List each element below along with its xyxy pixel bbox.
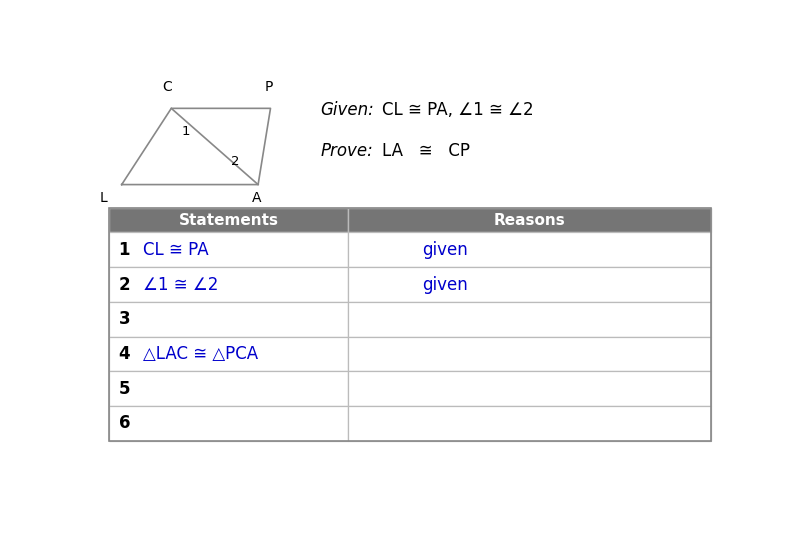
Text: A: A [251, 191, 261, 205]
Text: Statements: Statements [178, 213, 278, 228]
Text: 1: 1 [182, 125, 190, 138]
Text: CL ≅ PA, ∠1 ≅ ∠2: CL ≅ PA, ∠1 ≅ ∠2 [382, 101, 534, 119]
Bar [110, 208, 710, 441]
Bar [348, 208, 710, 233]
Bar [110, 371, 348, 406]
Text: 5: 5 [118, 379, 130, 398]
Text: ∠1 ≅ ∠2: ∠1 ≅ ∠2 [143, 276, 218, 294]
Bar [348, 371, 710, 406]
Text: 4: 4 [118, 345, 130, 363]
Bar [348, 233, 710, 267]
Bar [348, 267, 710, 302]
Text: Reasons: Reasons [494, 213, 566, 228]
Text: 2: 2 [231, 155, 239, 168]
Text: LA   ≅   CP: LA ≅ CP [382, 142, 470, 160]
Bar [110, 406, 348, 441]
Text: △LAC ≅ △PCA: △LAC ≅ △PCA [143, 345, 258, 363]
Bar [110, 267, 348, 302]
Bar [348, 302, 710, 337]
Text: CL ≅ PA: CL ≅ PA [143, 241, 209, 259]
Text: Prove:: Prove: [320, 142, 373, 160]
Text: C: C [162, 80, 172, 94]
Text: 2: 2 [118, 276, 130, 294]
Text: 1: 1 [118, 241, 130, 259]
Bar [348, 337, 710, 371]
Bar [348, 406, 710, 441]
Text: given: given [422, 276, 468, 294]
Bar [110, 233, 348, 267]
Text: P: P [265, 80, 273, 94]
Text: Given:: Given: [320, 101, 374, 119]
Bar [110, 208, 348, 233]
Text: given: given [422, 241, 468, 259]
Bar [110, 337, 348, 371]
Bar [110, 302, 348, 337]
Text: 3: 3 [118, 310, 130, 328]
Text: 6: 6 [118, 415, 130, 432]
Text: L: L [100, 191, 107, 205]
